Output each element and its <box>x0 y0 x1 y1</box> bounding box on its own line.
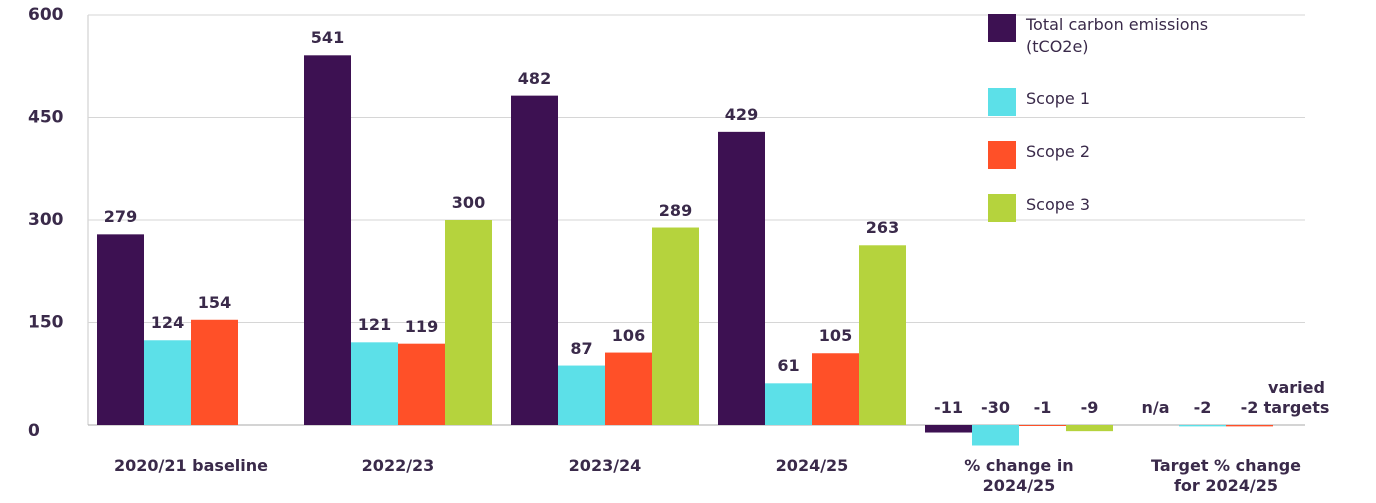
legend-item: Scope 1 <box>988 88 1266 116</box>
value-label: 300 <box>451 193 486 212</box>
legend-swatch <box>988 194 1016 222</box>
value-label: 105 <box>818 326 853 346</box>
value-label: -1 <box>1033 398 1052 417</box>
value-label: 154 <box>197 292 232 312</box>
bar <box>1066 425 1113 432</box>
legend-item: Total carbon emissions (tCO2e) <box>988 14 1241 58</box>
bar <box>445 220 492 425</box>
legend-item: Scope 3 <box>988 194 1266 222</box>
x-tick-label: 2024/25 <box>775 456 849 475</box>
value-label: 87 <box>570 338 593 358</box>
bar <box>1019 425 1066 426</box>
value-label: 263 <box>865 218 900 238</box>
bar <box>718 131 765 425</box>
legend-label: Scope 3 <box>1026 195 1091 214</box>
legend-label: Total carbon emissions (tCO2e) <box>1026 15 1209 56</box>
legend-swatch <box>988 141 1016 169</box>
y-tick-label: 0 <box>28 421 40 441</box>
value-label: -2 <box>1193 398 1212 417</box>
y-tick-label: 300 <box>28 210 64 230</box>
x-tick-label: Target % change for 2024/25 <box>1150 456 1302 495</box>
x-tick-label: 2022/23 <box>361 456 435 475</box>
bar <box>765 383 812 425</box>
bar <box>925 425 972 433</box>
bar <box>812 353 859 425</box>
value-label: 119 <box>404 316 439 336</box>
bar <box>351 342 398 425</box>
y-tick-label: 150 <box>28 313 64 333</box>
value-label: -30 <box>981 398 1010 417</box>
bar <box>972 425 1019 446</box>
legend-swatch <box>988 14 1016 42</box>
value-label: -2 <box>1240 398 1259 417</box>
bar <box>859 245 906 425</box>
bar <box>398 343 445 425</box>
value-label: 279 <box>103 207 138 227</box>
y-tick-label: 600 <box>28 5 64 25</box>
value-label: 124 <box>150 313 185 333</box>
value-label: 429 <box>724 104 759 124</box>
value-label: 482 <box>517 68 552 88</box>
bar <box>97 234 144 425</box>
bar <box>1226 425 1273 427</box>
value-label: -11 <box>934 398 963 417</box>
value-label: varied targets <box>1263 378 1330 417</box>
x-tick-label: % change in 2024/25 <box>964 456 1074 495</box>
legend-label: Scope 1 <box>1026 89 1091 108</box>
value-label: 541 <box>310 28 345 48</box>
bar <box>511 95 558 425</box>
bar <box>191 319 238 425</box>
legend-label: Scope 2 <box>1026 142 1091 161</box>
x-tick-label: 2020/21 baseline <box>113 456 269 475</box>
bar <box>558 365 605 425</box>
bar <box>652 227 699 425</box>
bar <box>144 340 191 425</box>
value-label: -9 <box>1080 398 1099 417</box>
legend-swatch <box>988 88 1016 116</box>
value-label: 289 <box>658 200 693 220</box>
value-label: 106 <box>611 325 646 345</box>
legend-item: Scope 2 <box>988 141 1266 169</box>
y-tick-label: 450 <box>28 108 64 128</box>
value-label: n/a <box>1141 398 1170 417</box>
bar <box>304 55 351 426</box>
x-tick-label: 2023/24 <box>568 456 642 475</box>
value-label: 61 <box>777 356 800 376</box>
value-label: 121 <box>357 315 392 335</box>
bar <box>605 352 652 425</box>
bar <box>1179 425 1226 427</box>
